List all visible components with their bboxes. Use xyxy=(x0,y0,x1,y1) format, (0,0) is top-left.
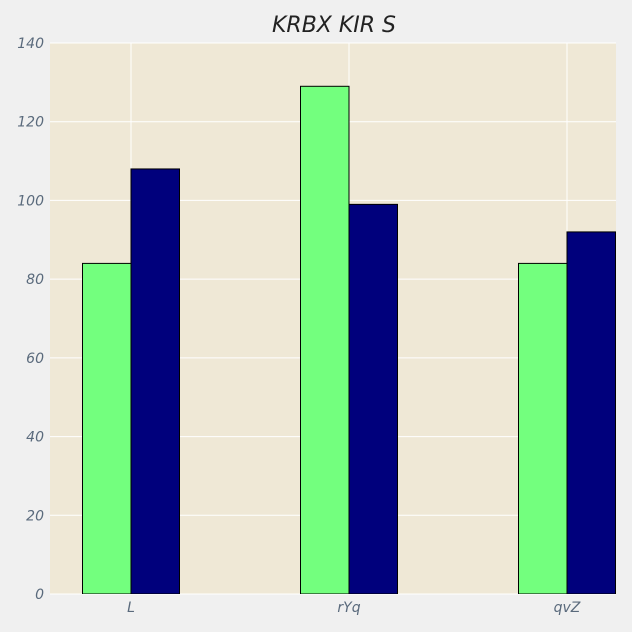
x-tick-label: L xyxy=(127,600,135,616)
y-tick-label: 120 xyxy=(17,115,44,131)
bar-series-1-L xyxy=(82,262,132,594)
bar-series-1-rYq xyxy=(300,85,350,594)
bar-series-2-qvZ xyxy=(566,231,616,594)
chart-title: KRBX KIR S xyxy=(272,13,396,38)
bar-series-2-rYq xyxy=(348,203,398,594)
bar-series-2-L xyxy=(130,168,180,594)
y-tick-label: 40 xyxy=(26,430,44,446)
plot-area: 0 20 40 60 80 100 120 140 L rYq qvZ xyxy=(17,36,616,616)
x-tick-label: rYq xyxy=(337,600,360,616)
y-tick-label: 140 xyxy=(17,36,44,52)
y-tick-label: 80 xyxy=(26,272,44,288)
x-tick-label: qvZ xyxy=(554,600,581,616)
bar-series-1-qvZ xyxy=(518,262,568,594)
y-tick-label: 100 xyxy=(17,193,44,209)
bars xyxy=(82,85,616,594)
y-tick-label: 20 xyxy=(26,508,44,524)
y-tick-label: 60 xyxy=(26,351,44,367)
y-tick-label: 0 xyxy=(35,587,44,603)
